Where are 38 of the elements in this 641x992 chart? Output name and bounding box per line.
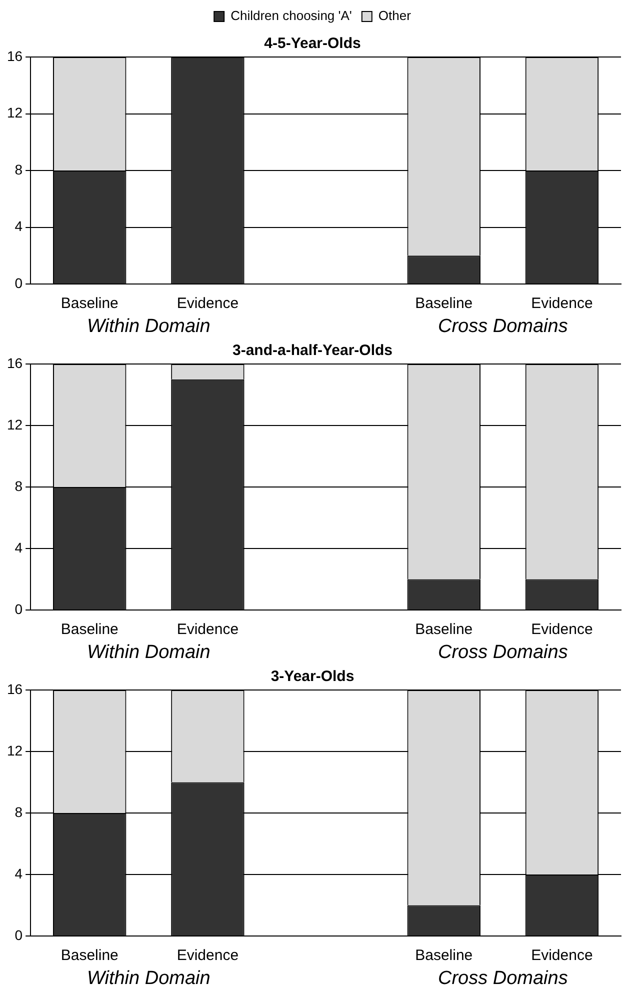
text: Cross Domains — [438, 642, 568, 663]
y-tick-label: 12 — [6, 416, 23, 432]
text: Within Domain — [86, 642, 210, 663]
x-tick-label: Baseline — [60, 295, 118, 312]
chart-title: 4-5-Year-Olds — [264, 35, 361, 52]
x-tick-label: Evidence — [531, 621, 593, 638]
y-tick-label: 8 — [14, 478, 23, 494]
y-tick-label: 0 — [14, 600, 23, 617]
chart-title: 3-and-a-half-Year-Olds — [232, 342, 393, 360]
y-tick-label: 0 — [14, 926, 23, 943]
x-tick-label: Baseline — [415, 621, 473, 638]
x-tick-label: Baseline — [415, 947, 473, 964]
y-tick-label: 16 — [6, 48, 23, 64]
text: Within Domain — [86, 316, 210, 337]
x-tick-label: Evidence — [176, 295, 239, 312]
x-tick-label: Evidence — [531, 295, 593, 312]
text: Within Domain — [86, 968, 210, 989]
y-tick-label: 16 — [6, 680, 23, 697]
y-tick-label: 12 — [6, 742, 23, 758]
y-tick-label: 0 — [14, 274, 23, 291]
chart-title: 3-Year-Olds — [270, 668, 354, 686]
y-tick-label: 4 — [14, 865, 23, 882]
legend-label: Children choosing 'A' — [230, 8, 352, 24]
legend-label: Other — [378, 8, 412, 24]
text: Cross Domains — [438, 316, 568, 337]
y-tick-label: 8 — [14, 804, 23, 820]
y-tick-label: 8 — [14, 161, 23, 178]
text: Cross Domains — [438, 968, 568, 989]
x-tick-label: Baseline — [415, 295, 473, 312]
x-tick-label: Evidence — [176, 621, 239, 638]
y-tick-label: 12 — [6, 104, 23, 121]
x-tick-label: Baseline — [60, 947, 118, 964]
y-tick-label: 4 — [14, 539, 23, 556]
y-tick-label: 4 — [14, 218, 23, 234]
x-tick-label: Baseline — [60, 621, 118, 638]
y-tick-label: 16 — [6, 354, 23, 371]
x-tick-label: Evidence — [176, 947, 239, 964]
x-tick-label: Evidence — [531, 947, 593, 964]
